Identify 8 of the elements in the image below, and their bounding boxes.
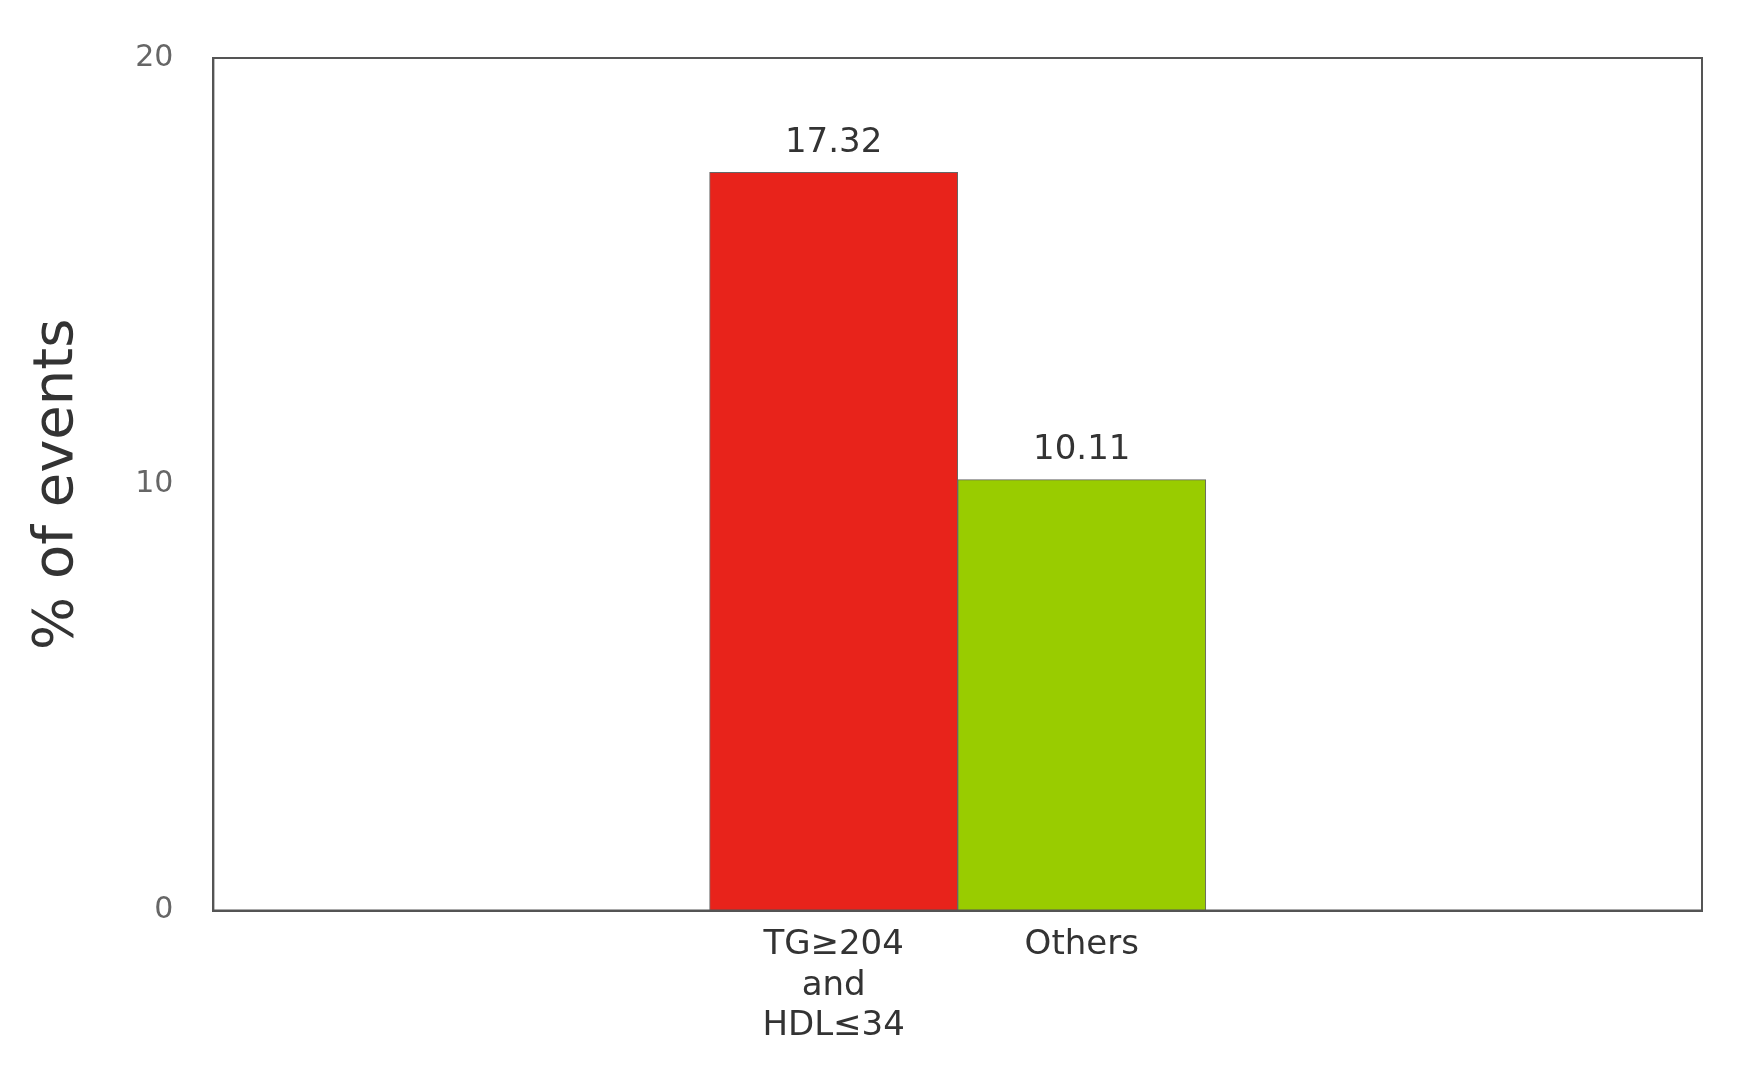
y-tick-label: 20 xyxy=(135,37,174,73)
y-axis-title: % of events xyxy=(20,318,86,651)
y-tick-label: 10 xyxy=(135,464,174,500)
x-tick-label: Others xyxy=(1024,921,1139,962)
y-tick-label: 0 xyxy=(154,890,174,926)
data-label: 10.11 xyxy=(1033,427,1131,468)
data-label: 17.32 xyxy=(784,120,883,161)
x-tick-label: TG≥204 and HDL≤34 xyxy=(762,921,905,1044)
